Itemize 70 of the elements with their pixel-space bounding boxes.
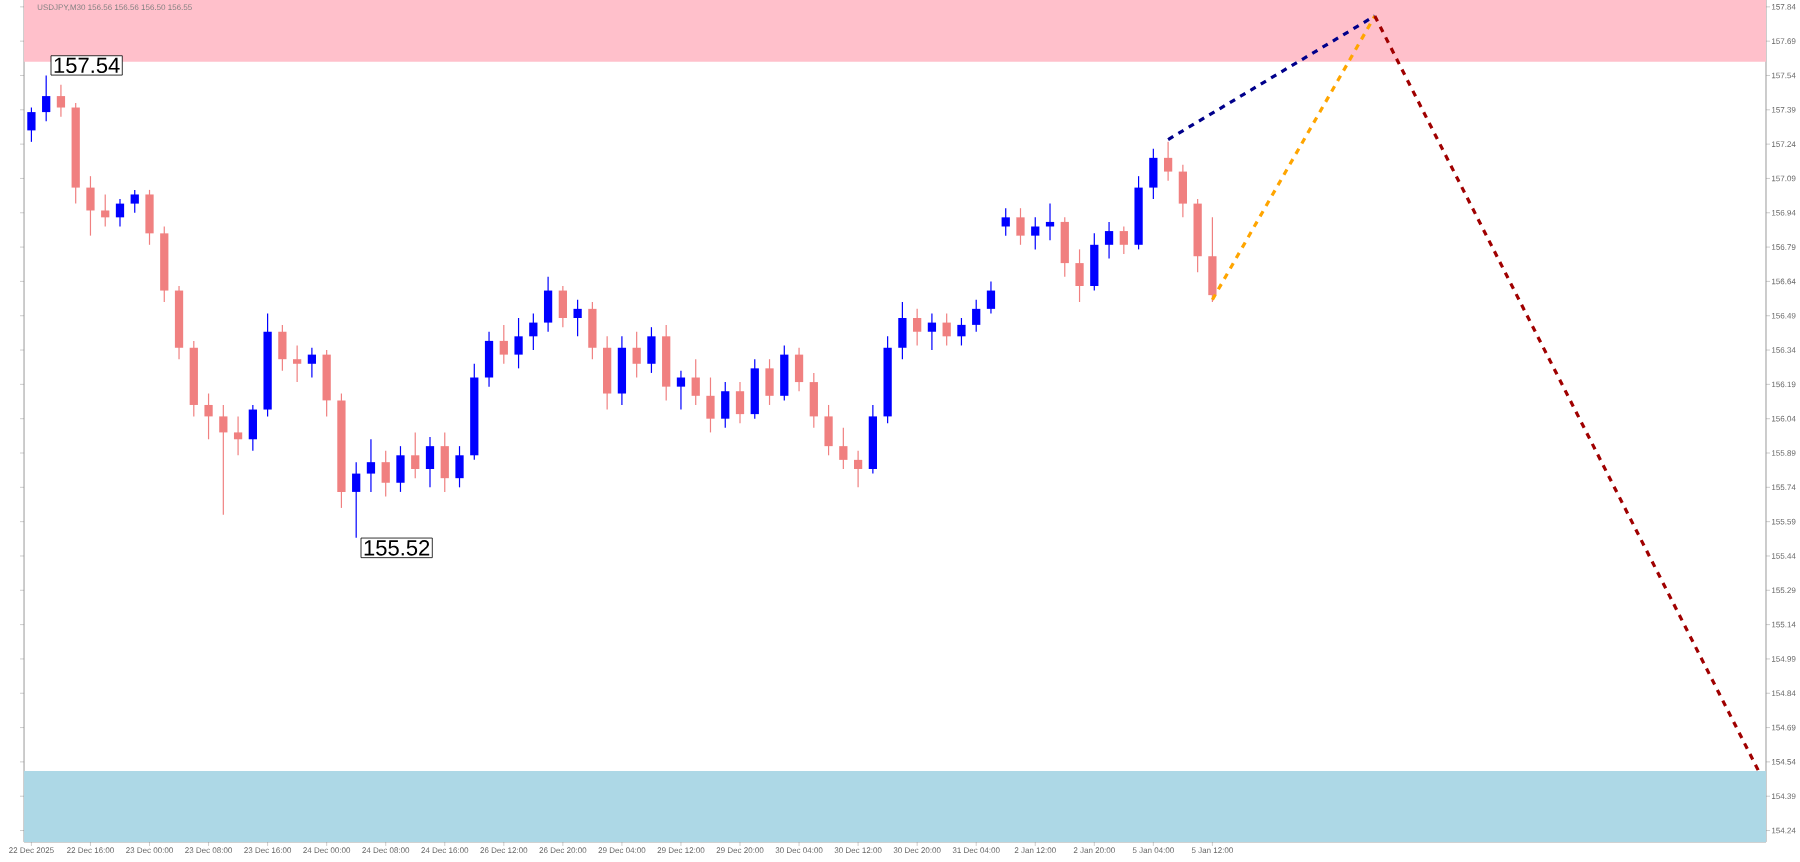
candlestick — [573, 299, 582, 337]
candlestick — [1178, 164, 1188, 218]
candlestick — [543, 276, 553, 333]
candlestick — [396, 445, 405, 493]
candlestick — [839, 427, 848, 470]
candlestick — [765, 358, 774, 406]
candlestick — [484, 331, 494, 388]
candlestick — [322, 349, 331, 417]
candlestick — [233, 415, 243, 456]
candlestick — [794, 347, 804, 392]
candlestick — [1060, 216, 1069, 278]
candlestick — [411, 431, 420, 479]
candlestick — [957, 317, 966, 347]
candlestick — [558, 285, 567, 328]
candlestick — [632, 331, 641, 379]
candlestick — [647, 326, 656, 374]
candlestick — [780, 344, 789, 401]
annotation: 155.52 — [364, 540, 430, 556]
candlestick — [1090, 232, 1099, 292]
candlestick — [56, 84, 66, 118]
candlestick — [721, 381, 730, 429]
annotation: 157.54 — [54, 57, 120, 74]
candlestick — [115, 198, 125, 228]
candlestick — [942, 312, 951, 347]
candlestick — [1104, 221, 1114, 260]
candlestick — [248, 404, 257, 452]
candlestick — [1016, 207, 1025, 246]
candlestick — [898, 301, 907, 360]
candlestick — [691, 358, 700, 406]
candlestick — [529, 312, 538, 351]
candlestick — [278, 324, 287, 372]
candlestick — [617, 335, 627, 406]
candlestick — [381, 450, 390, 498]
candlestick — [913, 308, 922, 347]
candlestick — [145, 189, 154, 246]
candlestick — [824, 404, 833, 456]
candlestick — [27, 106, 36, 143]
candlestick — [440, 431, 449, 493]
candlestick — [986, 280, 996, 315]
candlestick — [809, 372, 818, 429]
candlestick — [1075, 248, 1084, 303]
candlestick — [735, 381, 745, 424]
candlestick — [101, 193, 110, 228]
candlestick — [455, 445, 464, 488]
candlestick — [425, 436, 435, 488]
candlestick — [1163, 141, 1173, 182]
candlestick — [293, 344, 302, 383]
candlestick — [706, 376, 715, 434]
candlestick — [499, 324, 508, 365]
candlestick — [307, 347, 317, 379]
candlestick — [588, 301, 597, 360]
candlestick — [86, 175, 95, 237]
candlestick — [204, 392, 213, 440]
candlestick — [1149, 148, 1158, 200]
candlestick — [603, 335, 612, 411]
candlestick — [676, 370, 686, 411]
candlestick — [352, 461, 361, 539]
candlestick — [130, 189, 139, 214]
candlestick — [927, 312, 937, 351]
candlestick — [750, 358, 759, 420]
candlestick — [972, 299, 981, 333]
candlestick — [1001, 207, 1010, 237]
candlestick — [1119, 225, 1128, 255]
candlestick — [853, 450, 863, 488]
candlestick — [1208, 216, 1217, 303]
candlestick — [1031, 216, 1040, 250]
candlestick — [42, 74, 51, 122]
candlestick — [219, 404, 228, 516]
candlestick — [366, 438, 376, 493]
candlestick — [514, 317, 523, 369]
